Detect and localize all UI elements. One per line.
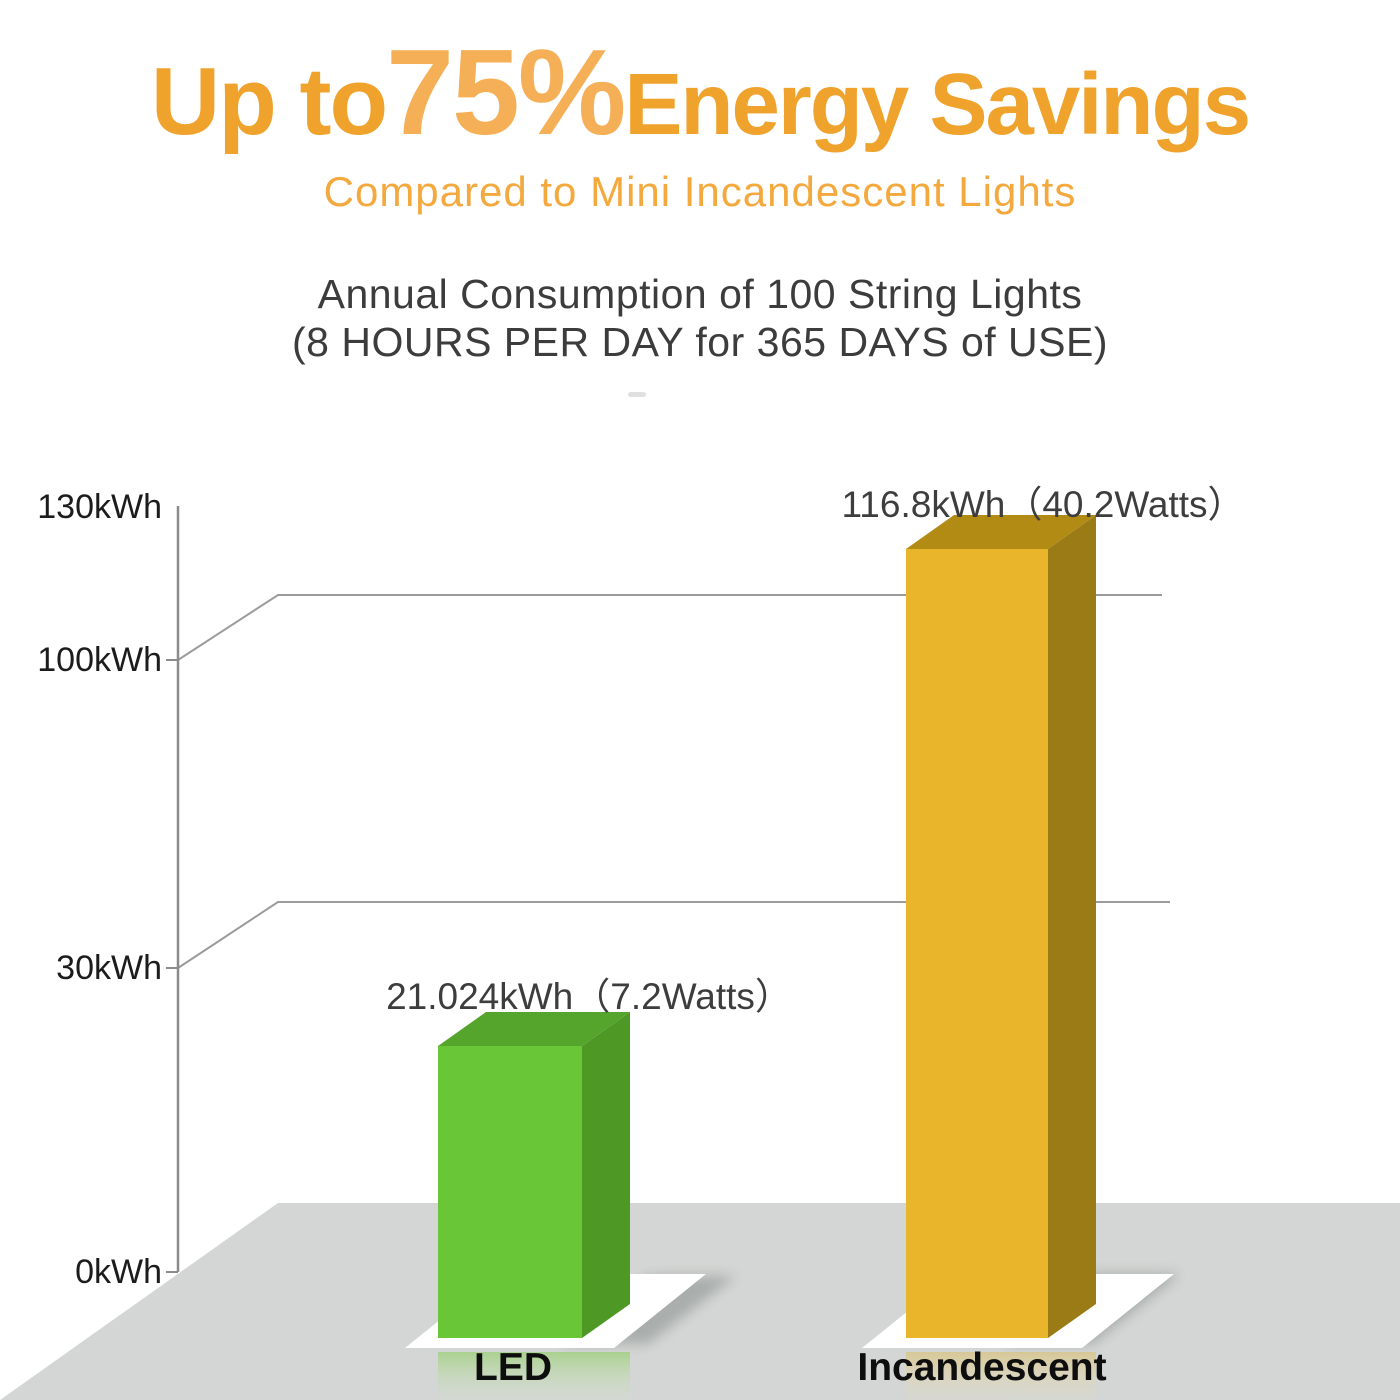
incandescent-bar-side-face bbox=[1048, 515, 1096, 1338]
incandescent-bar bbox=[906, 515, 1096, 1338]
incandescent-bar-reflection bbox=[906, 1352, 1096, 1400]
incandescent-value-label: 116.8kWh（40.2Watts） bbox=[841, 484, 1245, 525]
led-bar-top-face bbox=[438, 1012, 630, 1046]
main-title-suffix: Energy Savings bbox=[624, 56, 1251, 153]
y-tick-label-100kwh: 100kWh bbox=[37, 641, 162, 679]
gridline-100kwh bbox=[177, 594, 1162, 661]
subtitle: Compared to Mini Incandescent Lights bbox=[323, 168, 1077, 215]
main-title-percent: 75% bbox=[386, 24, 626, 160]
y-tick-label-0kwh: 0kWh bbox=[75, 1253, 162, 1291]
incandescent-bar-front-face bbox=[906, 549, 1048, 1338]
y-tick-label-30kwh: 30kWh bbox=[56, 949, 162, 987]
decorative-dash bbox=[628, 392, 646, 397]
led-bar-side-face bbox=[582, 1012, 630, 1338]
incandescent-bar-top-face bbox=[906, 515, 1096, 549]
chart-title: Annual Consumption of 100 String Lights … bbox=[0, 270, 1400, 366]
led-bar-reflection bbox=[438, 1352, 630, 1400]
chart-title-line2: (8 HOURS PER DAY for 365 DAYS of USE) bbox=[292, 319, 1108, 365]
led-value-label: 21.024kWh（7.2Watts） bbox=[386, 976, 792, 1017]
main-title: Up to 75% Energy Savings bbox=[0, 22, 1400, 162]
gridline-30kwh bbox=[177, 901, 1170, 969]
main-title-prefix: Up to bbox=[150, 48, 388, 155]
led-bar-front-face bbox=[438, 1046, 582, 1338]
led-category-label: LED bbox=[474, 1346, 552, 1389]
incandescent-category-label: Incandescent bbox=[857, 1346, 1107, 1389]
y-tick-label-130kwh: 130kWh bbox=[37, 488, 162, 526]
led-bar bbox=[438, 1012, 630, 1338]
chart-title-line1: Annual Consumption of 100 String Lights bbox=[317, 271, 1083, 317]
